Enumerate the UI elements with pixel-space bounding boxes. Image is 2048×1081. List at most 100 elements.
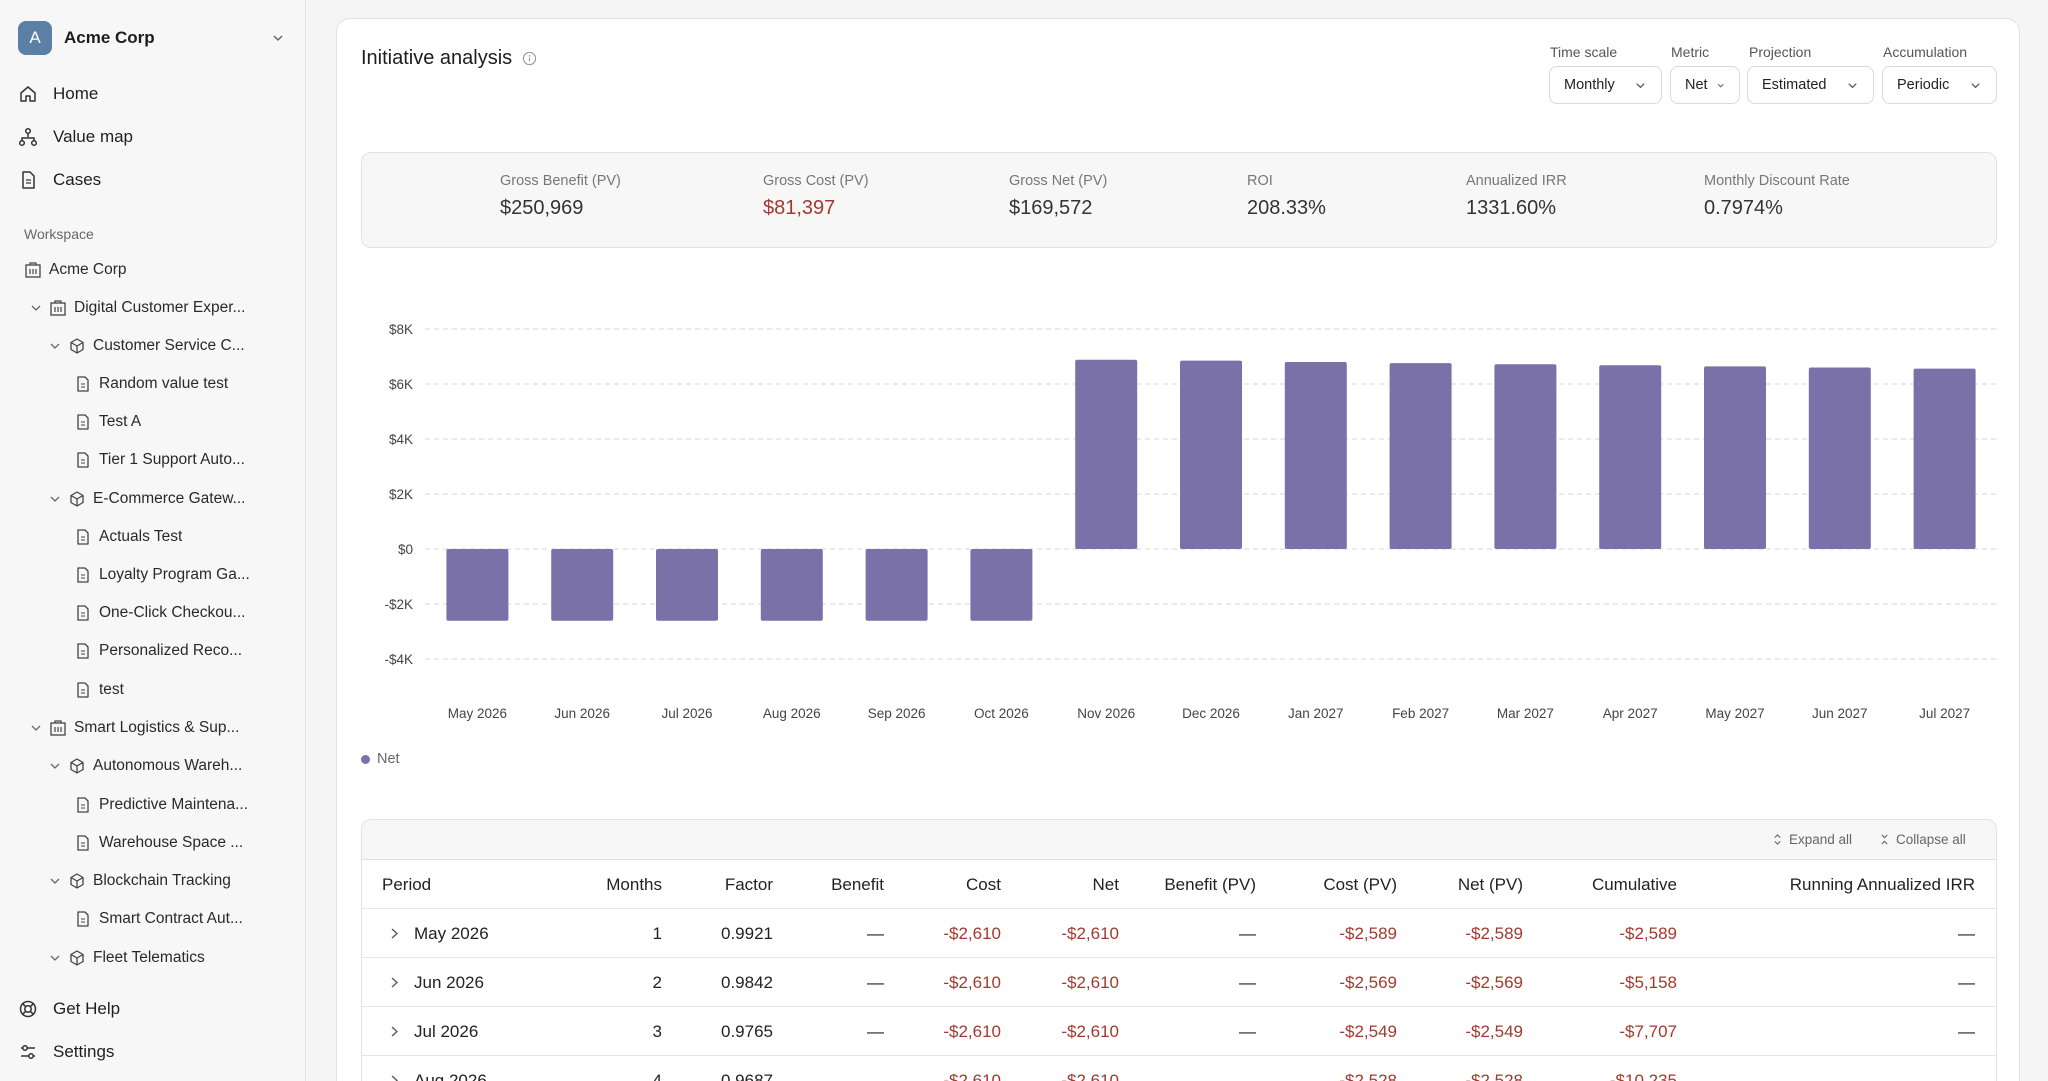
column-header[interactable]: Benefit (PV)	[1164, 875, 1256, 894]
page-title: Initiative analysis	[361, 47, 537, 70]
nav-get-help[interactable]: Get Help	[18, 994, 120, 1024]
chevron-down-icon[interactable]	[48, 759, 62, 773]
tree-item[interactable]: Predictive Maintena...	[74, 792, 262, 818]
bar[interactable]	[865, 549, 928, 621]
table-cell: —	[1239, 1071, 1256, 1081]
bar[interactable]	[1704, 366, 1766, 549]
table-cell: -$2,610	[1061, 924, 1119, 943]
bar[interactable]	[1180, 360, 1242, 549]
chevron-down-icon[interactable]	[29, 301, 43, 315]
tree-item[interactable]: Autonomous Wareh...	[48, 753, 262, 779]
org-avatar: A	[18, 21, 52, 55]
tree-item[interactable]: Tier 1 Support Auto...	[74, 447, 262, 473]
kpi-label: Gross Net (PV)	[1009, 173, 1108, 189]
table-cell: -$2,589	[1465, 924, 1523, 943]
chevron-down-icon[interactable]	[48, 339, 62, 353]
tree-item[interactable]: E-Commerce Gatew...	[48, 486, 262, 512]
column-header[interactable]: Benefit	[831, 875, 884, 894]
x-tick-label: Nov 2026	[1077, 706, 1135, 721]
nav-value-map[interactable]: Value map	[18, 122, 133, 152]
tree-item[interactable]: Warehouse Space ...	[74, 830, 262, 856]
table-cell: 1	[652, 924, 662, 943]
column-header[interactable]: Net (PV)	[1457, 875, 1523, 894]
column-header[interactable]: Cost (PV)	[1323, 875, 1397, 894]
table-cell: —	[1239, 1022, 1256, 1041]
org-switcher[interactable]: A Acme Corp	[18, 20, 290, 56]
bar[interactable]	[1389, 363, 1452, 549]
sidebar: A Acme Corp Home Value map Cases Workspa…	[0, 0, 306, 1081]
chevron-right-icon[interactable]	[388, 1074, 401, 1081]
bar[interactable]	[1913, 368, 1976, 549]
column-header[interactable]: Factor	[724, 875, 773, 894]
tree-item[interactable]: One-Click Checkou...	[74, 600, 262, 626]
tree-item[interactable]: Customer Service C...	[48, 333, 262, 359]
x-tick-label: Oct 2026	[974, 706, 1029, 721]
tree-item[interactable]: Test A	[74, 409, 262, 435]
tree-item[interactable]: Digital Customer Exper...	[29, 295, 262, 321]
bar[interactable]	[970, 549, 1033, 621]
tree-item-label: Actuals Test	[99, 528, 183, 545]
column-header[interactable]: Net	[1092, 875, 1119, 894]
bar[interactable]	[1808, 367, 1871, 550]
chevron-down-icon[interactable]	[29, 721, 43, 735]
column-header[interactable]: Months	[606, 875, 662, 894]
bar[interactable]	[1494, 364, 1557, 549]
building-icon	[50, 300, 66, 316]
tree-item[interactable]: Acme Corp	[24, 257, 262, 283]
nav-cases[interactable]: Cases	[18, 165, 101, 195]
table-row[interactable]: May 2026 1 0.9921 — -$2,610 -$2,610 — -$2,589 -$…	[362, 909, 1996, 958]
column-header[interactable]: Cost	[966, 875, 1001, 894]
table-row[interactable]: Jun 2026 2 0.9842 — -$2,610 -$2,610 — -$2,569 -$…	[362, 958, 1996, 1007]
table-cell: 0.9842	[721, 973, 773, 992]
home-icon	[20, 86, 36, 102]
chevron-down-icon[interactable]	[48, 951, 62, 965]
tree-item[interactable]: Random value test	[74, 371, 262, 397]
kpi-value: $169,572	[1009, 197, 1093, 219]
bar[interactable]	[446, 549, 509, 621]
time-scale-select[interactable]: Monthly	[1549, 66, 1662, 104]
bar[interactable]	[1599, 365, 1662, 549]
document-icon	[77, 414, 89, 430]
tree-item-label: Warehouse Space ...	[99, 834, 244, 851]
bar[interactable]	[1284, 362, 1347, 549]
projection-select[interactable]: Estimated	[1747, 66, 1874, 104]
column-header[interactable]: Cumulative	[1591, 875, 1677, 894]
column-header[interactable]: Running Annualized IRR	[1789, 875, 1975, 894]
bar[interactable]	[656, 549, 718, 621]
chart-legend: Net	[361, 751, 400, 767]
tree-item[interactable]: Loyalty Program Ga...	[74, 562, 262, 588]
table-row[interactable]: Aug 2026 4 0.9687 — -$2,610 -$2,610 — -$2,528 -$…	[362, 1056, 1996, 1081]
chevron-right-icon[interactable]	[388, 976, 401, 989]
column-header[interactable]: Period	[382, 875, 432, 894]
tree-item[interactable]: Smart Logistics & Sup...	[29, 715, 262, 741]
tree-item[interactable]: test	[74, 677, 262, 703]
collapse-all-button[interactable]: Collapse all	[1879, 832, 1966, 847]
tree-item[interactable]: Fleet Telematics	[48, 945, 262, 971]
tree-item[interactable]: Smart Contract Aut...	[74, 906, 262, 932]
expand-all-label: Expand all	[1789, 832, 1853, 847]
nav-home[interactable]: Home	[18, 79, 98, 109]
tree-item-label: Digital Customer Exper...	[74, 299, 246, 316]
bar[interactable]	[551, 549, 614, 621]
bar[interactable]	[760, 549, 823, 621]
chevron-right-icon[interactable]	[388, 1025, 401, 1038]
chevron-down-icon[interactable]	[48, 492, 62, 506]
metric-select[interactable]: Net	[1670, 66, 1740, 104]
net-bar-chart: $8K $6K $4K $2K $0 -$2K -$4K May 2026 Jun 2026 Ju…	[384, 322, 1997, 721]
table-cell: —	[1958, 924, 1975, 943]
expand-all-button[interactable]: Expand all	[1772, 832, 1852, 847]
nav-settings[interactable]: Settings	[18, 1037, 114, 1067]
tree-item[interactable]: Personalized Reco...	[74, 638, 262, 664]
document-icon	[77, 911, 89, 927]
chevron-right-icon[interactable]	[388, 927, 401, 940]
x-tick-label: Mar 2027	[1497, 706, 1554, 721]
legend-label: Net	[377, 751, 400, 767]
tree-item[interactable]: Blockchain Tracking	[48, 868, 262, 894]
chevron-down-icon[interactable]	[48, 874, 62, 888]
table-cell: —	[1958, 1071, 1975, 1081]
accumulation-select[interactable]: Periodic	[1882, 66, 1997, 104]
bar[interactable]	[1075, 359, 1138, 549]
info-icon[interactable]	[522, 51, 537, 66]
tree-item[interactable]: Actuals Test	[74, 524, 262, 550]
table-row[interactable]: Jul 2026 3 0.9765 — -$2,610 -$2,610 — -$2,549 -$…	[362, 1007, 1996, 1056]
